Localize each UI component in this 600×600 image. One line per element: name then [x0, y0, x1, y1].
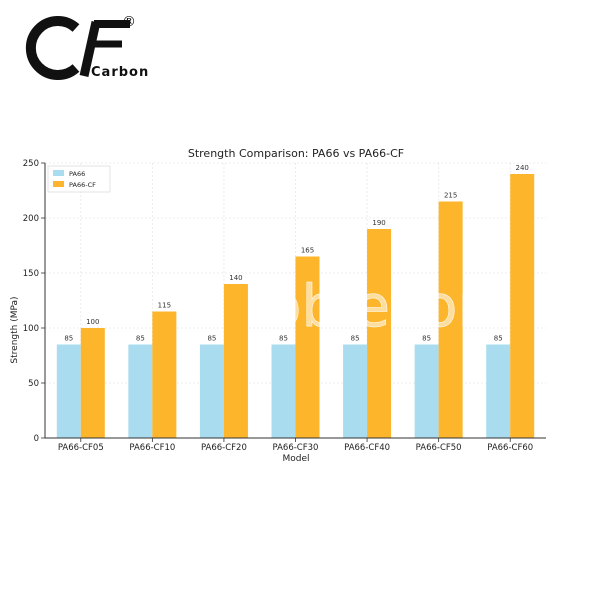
bar-pa66: [414, 344, 439, 438]
bar-pa66: [343, 344, 368, 438]
data-label-pa66: 85: [351, 335, 360, 343]
data-label-pa66-cf: 215: [444, 192, 457, 200]
y-tick-label: 0: [34, 434, 39, 444]
legend-swatch-pa66: [53, 170, 64, 176]
axes-layer: 0 50 100 150 200 250 PA66-CF05 PA66-CF10 PA66-CF…: [23, 159, 546, 453]
bar-pa66: [271, 344, 296, 438]
x-tick-label: PA66-CF05: [58, 443, 104, 453]
data-label-pa66-cf: 165: [301, 247, 314, 255]
data-label-pa66: 85: [64, 335, 73, 343]
y-tick-label: 150: [23, 269, 39, 279]
cf-carbon-logo: ® Carbon: [14, 10, 154, 85]
x-tick-label: PA66-CF50: [416, 443, 462, 453]
registered-mark: ®: [122, 14, 136, 30]
bar-pa66: [128, 344, 153, 438]
bar-pa66-cf: [510, 174, 535, 438]
data-label-pa66-cf: 190: [372, 219, 385, 227]
data-label-pa66-cf: 140: [229, 274, 242, 282]
x-tick-label: PA66-CF60: [487, 443, 533, 453]
legend-label-pa66-cf: PA66-CF: [69, 181, 96, 189]
bar-pa66-cf: [295, 256, 320, 438]
x-tick-label: PA66-CF30: [273, 443, 319, 453]
x-tick-label: PA66-CF10: [129, 443, 175, 453]
data-label-pa66: 85: [207, 335, 216, 343]
logo-text: Carbon: [91, 65, 149, 80]
data-label-pa66: 85: [494, 335, 503, 343]
y-axis-label: Strength (MPa): [10, 296, 20, 363]
y-tick-label: 250: [23, 159, 39, 169]
bars-layer: [56, 174, 535, 438]
data-label-pa66-cf: 100: [86, 318, 99, 326]
legend-label-pa66: PA66: [69, 170, 85, 178]
chart-container: Strength Comparison: PA66 vs PA66-CF Mod…: [0, 140, 600, 470]
data-label-pa66: 85: [422, 335, 431, 343]
x-tick-label: PA66-CF40: [344, 443, 390, 453]
strength-bar-chart: Strength Comparison: PA66 vs PA66-CF Mod…: [10, 147, 546, 464]
bar-pa66: [486, 344, 511, 438]
bar-pa66-cf: [152, 311, 177, 438]
bar-pa66: [56, 344, 81, 438]
data-label-pa66: 85: [136, 335, 145, 343]
legend-swatch-pa66-cf: [53, 181, 64, 187]
x-tick-label: PA66-CF20: [201, 443, 247, 453]
bar-pa66: [199, 344, 224, 438]
x-axis-label: Model: [282, 454, 309, 464]
logo-f-stem: [79, 21, 101, 77]
data-label-pa66: 85: [279, 335, 288, 343]
y-tick-label: 200: [23, 214, 39, 224]
watermark-text: oblecom: [266, 272, 514, 340]
bar-pa66-cf: [223, 284, 248, 438]
legend: PA66 PA66-CF: [47, 165, 111, 193]
bar-pa66-cf: [367, 229, 392, 438]
logo-c-shape: [25, 16, 80, 80]
cf-logo-mark: ® Carbon: [25, 14, 149, 80]
data-label-pa66-cf: 115: [158, 302, 171, 310]
bar-pa66-cf: [438, 201, 463, 438]
bar-pa66-cf: [80, 328, 105, 438]
labels-layer: 85 100 85 115 85 140 85 165 85 190 85 215 85 240: [64, 164, 529, 343]
chart-title: Strength Comparison: PA66 vs PA66-CF: [188, 147, 404, 160]
y-tick-label: 100: [23, 324, 39, 334]
data-label-pa66-cf: 240: [516, 164, 529, 172]
y-tick-label: 50: [28, 379, 39, 389]
